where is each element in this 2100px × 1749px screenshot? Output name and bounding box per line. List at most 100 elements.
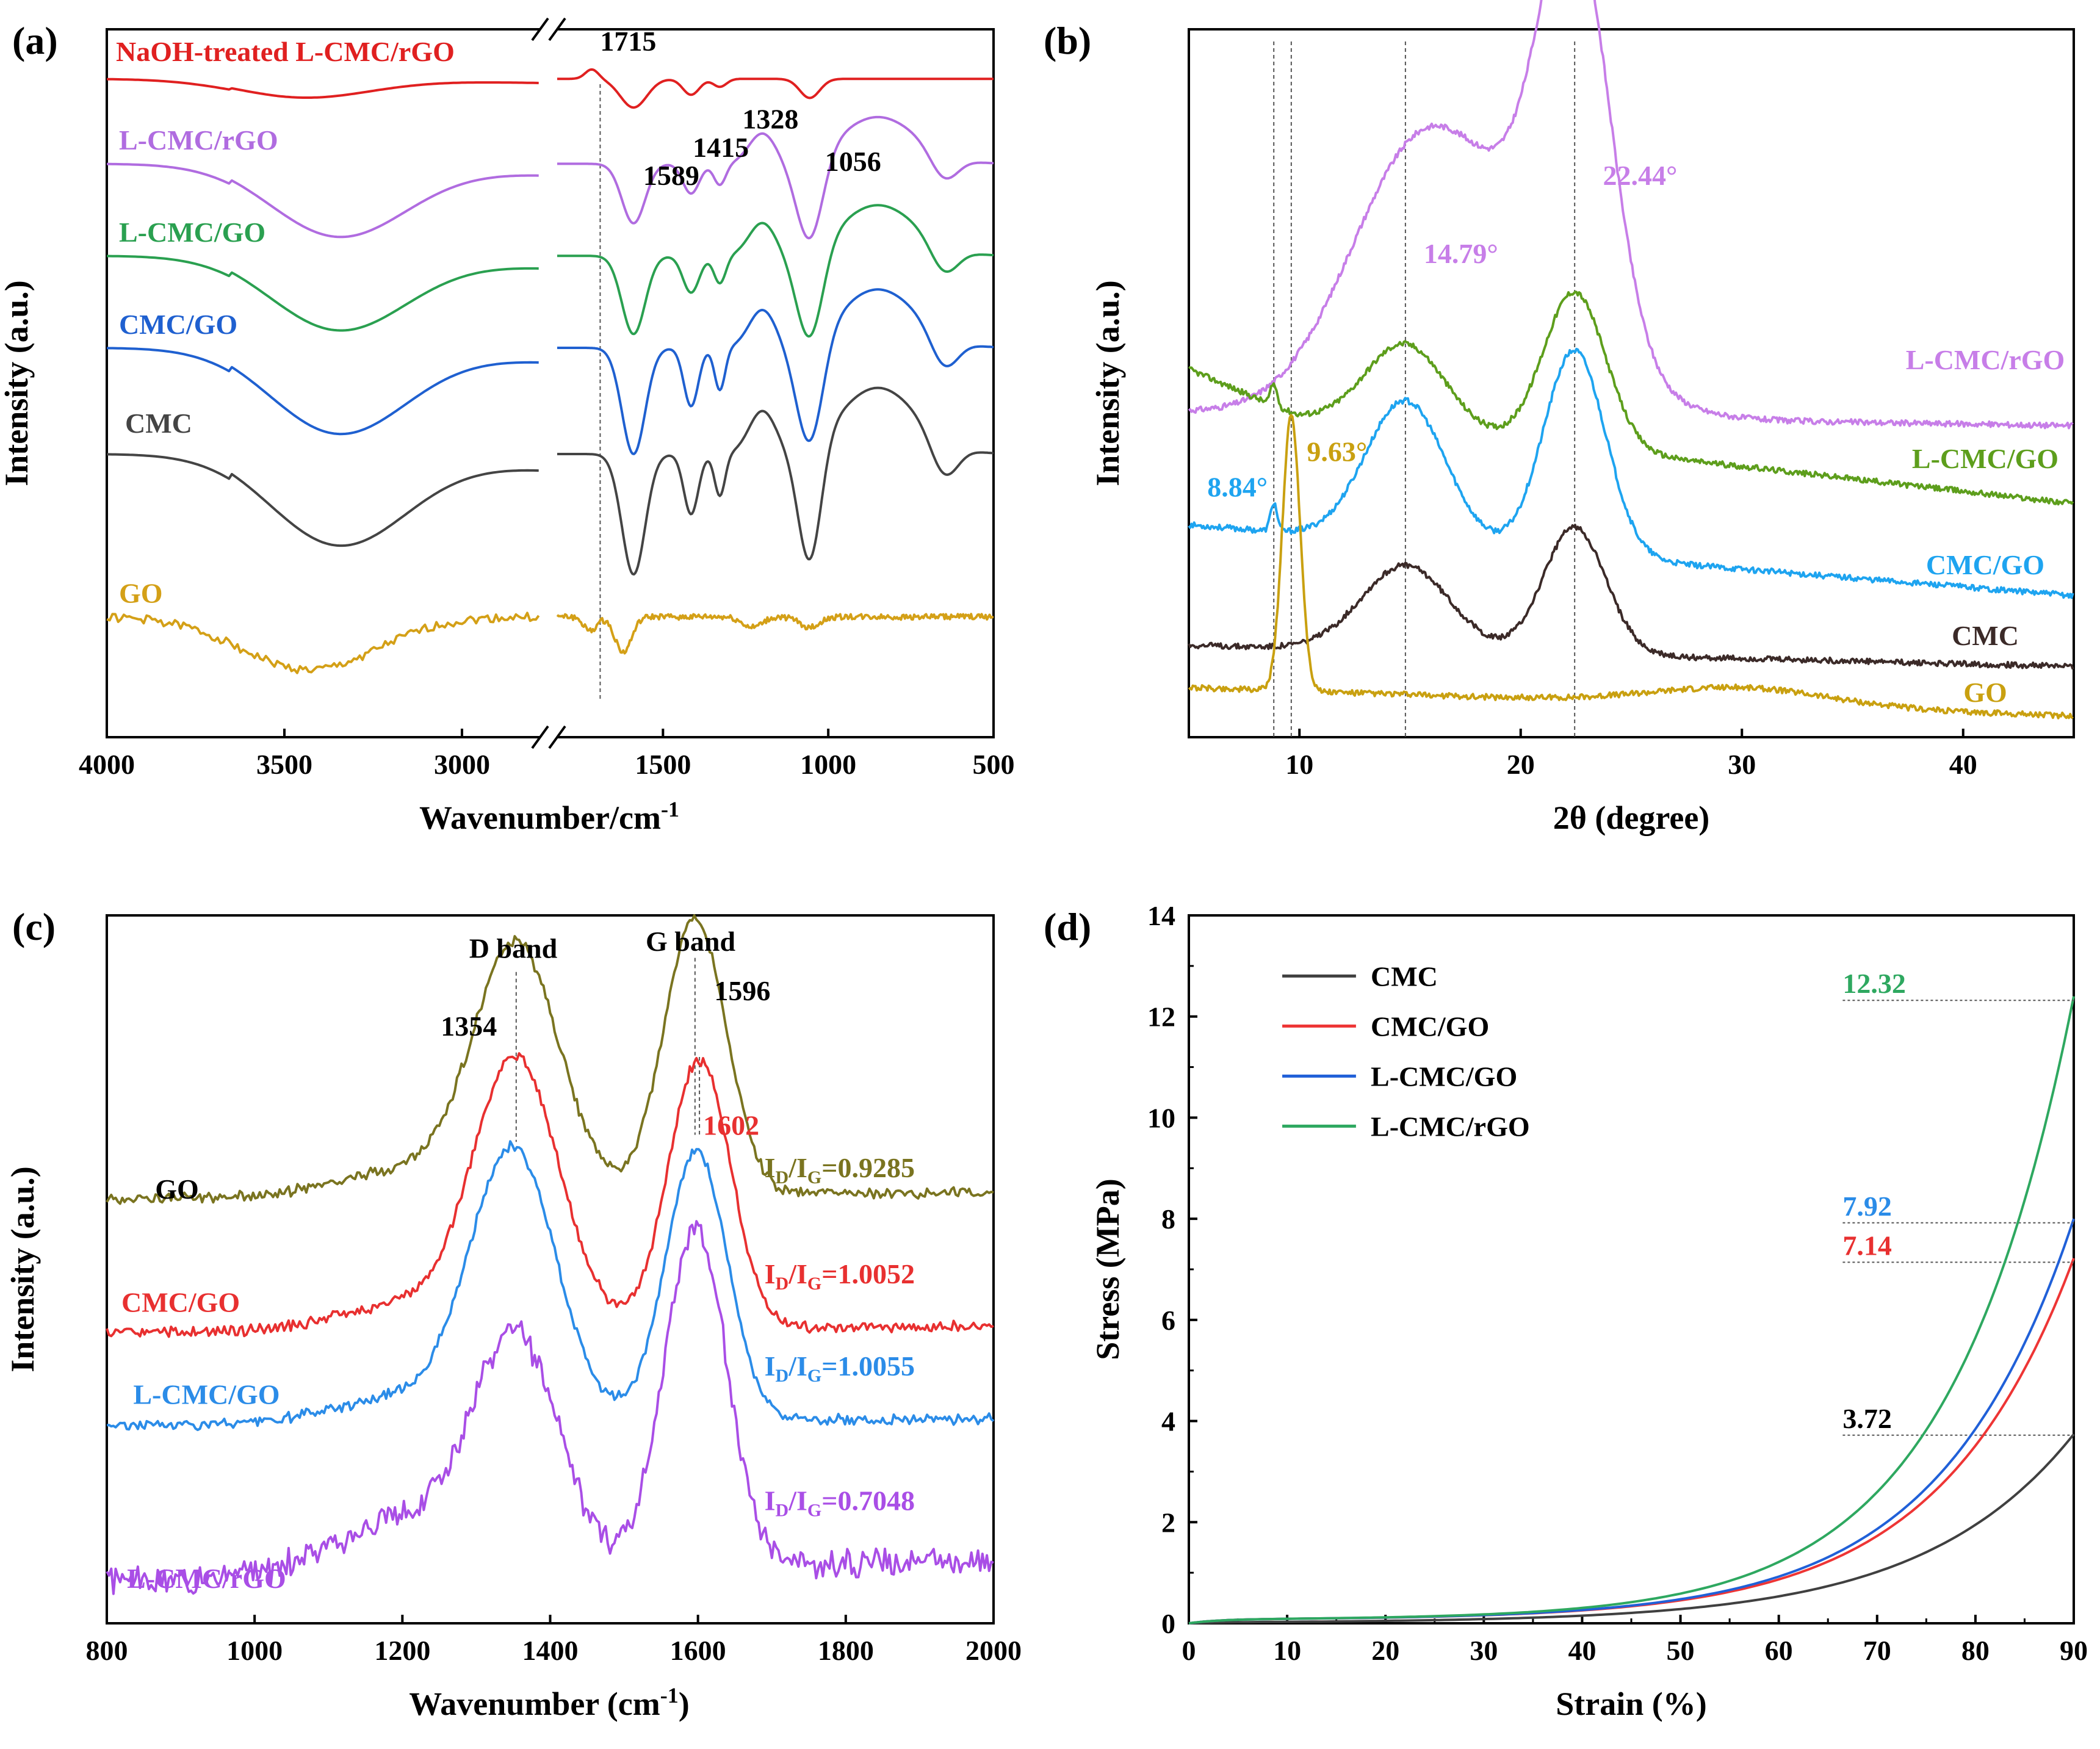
x-tick-label: 1600 (670, 1635, 726, 1666)
x-tick-label: 1000 (800, 749, 856, 780)
x-tick-label: 800 (86, 1635, 128, 1666)
legend-entry: L-CMC/rGO (1371, 1111, 1530, 1142)
x-axis-label: Wavenumber (cm-1) (409, 1683, 689, 1722)
panel-d-label: (d) (1044, 905, 1091, 948)
peak-annotation: 8.84° (1207, 472, 1268, 503)
x-tick-label: 4000 (79, 749, 135, 780)
series-line (557, 288, 994, 455)
x-axis-label: Wavenumber/cm-1 (419, 797, 679, 836)
series-line (106, 254, 539, 332)
series-line (106, 1052, 994, 1338)
x-tick-label: 40 (1949, 749, 1977, 780)
series-line (1188, 347, 2074, 599)
series-line (557, 386, 994, 576)
peak-annotation: 1415 (693, 132, 749, 163)
series-label: NaOH-treated L-CMC/rGO (116, 36, 455, 67)
x-tick-label: 80 (1961, 1635, 1990, 1666)
legend-entry: CMC (1371, 961, 1438, 992)
x-tick-label: 0 (1182, 1635, 1196, 1666)
x-tick-label: 10 (1273, 1635, 1301, 1666)
peak-annotation: 1596 (714, 975, 770, 1006)
series-line (107, 78, 539, 99)
series-label: L-CMC/rGO (119, 124, 278, 156)
axis-break-mark (531, 17, 549, 41)
series-label: GO (119, 578, 163, 609)
panel-b-label: (b) (1044, 19, 1091, 62)
y-tick-label: 12 (1147, 1001, 1175, 1033)
ratio-label: ID/IG=1.0055 (765, 1351, 915, 1386)
series-line (106, 347, 539, 436)
series-line (106, 611, 540, 674)
series-line (557, 115, 994, 240)
x-axis-label: 2θ (degree) (1553, 799, 1710, 836)
x-tick-label: 20 (1371, 1635, 1399, 1666)
y-tick-label: 4 (1161, 1406, 1175, 1437)
max-stress-label: 7.92 (1842, 1191, 1892, 1222)
peak-annotation: L-CMC/rGO (1906, 344, 2065, 375)
series-line (106, 914, 994, 1205)
series-line (106, 1220, 994, 1595)
x-tick-label: 2000 (965, 1635, 1022, 1666)
series-label: CMC/GO (119, 309, 237, 340)
series-line (1188, 524, 2074, 670)
peak-annotation: D band (469, 933, 558, 964)
panel-d-frame (1188, 914, 2075, 1625)
peak-annotation: 14.79° (1424, 238, 1498, 269)
legend-entry: L-CMC/GO (1371, 1061, 1517, 1092)
peak-annotation: 1589 (643, 160, 699, 191)
series-line (1188, 414, 2074, 719)
peak-annotation: 1602 (703, 1110, 759, 1141)
max-stress-label: 12.32 (1842, 968, 1906, 999)
axis-break-mark (548, 17, 566, 41)
peak-annotation: 1715 (600, 26, 656, 57)
peak-annotation: L-CMC/GO (133, 1379, 280, 1410)
x-tick-label: 3500 (256, 749, 312, 780)
x-tick-label: 1800 (818, 1635, 874, 1666)
series-line (557, 68, 994, 109)
series-line (106, 453, 539, 547)
x-tick-label: 10 (1285, 749, 1313, 780)
peak-annotation: GO (1963, 677, 2007, 708)
axis-break-gap (541, 17, 557, 41)
x-tick-label: 40 (1568, 1635, 1596, 1666)
x-tick-label: 20 (1507, 749, 1535, 780)
axis-break-gap (541, 725, 557, 749)
series-line (1188, 0, 2074, 430)
series-line (106, 162, 539, 239)
panel-c-label: (c) (12, 905, 56, 948)
y-tick-label: 0 (1161, 1608, 1175, 1639)
x-tick-label: 30 (1728, 749, 1756, 780)
series-line (106, 1140, 995, 1432)
peak-annotation: 1328 (742, 103, 798, 134)
series-line (1188, 1218, 2075, 1625)
series-line (1188, 1433, 2075, 1625)
y-axis-label: Intensity (a.u.) (0, 280, 35, 486)
x-tick-label: 30 (1470, 1635, 1498, 1666)
x-tick-label: 60 (1765, 1635, 1793, 1666)
peak-annotation: CMC/GO (1926, 549, 2044, 580)
peak-annotation: G band (646, 926, 735, 957)
ratio-label: ID/IG=1.0052 (765, 1258, 915, 1294)
peak-annotation: GO (155, 1174, 199, 1205)
panel-b-frame (1188, 28, 2075, 738)
y-axis-label: Intensity (a.u.) (1089, 280, 1126, 486)
y-tick-label: 2 (1161, 1507, 1175, 1538)
peak-annotation: 1354 (441, 1011, 497, 1042)
x-tick-label: 70 (1863, 1635, 1891, 1666)
x-tick-label: 1200 (374, 1635, 430, 1666)
x-axis-label: Strain (%) (1556, 1686, 1706, 1722)
y-axis-label: Intensity (a.u.) (4, 1166, 41, 1372)
y-tick-label: 6 (1161, 1305, 1175, 1336)
ratio-label: ID/IG=0.7048 (765, 1485, 915, 1520)
peak-annotation: L-CMC/rGO (127, 1563, 286, 1594)
axis-break-mark (531, 725, 549, 749)
series-line (1188, 290, 2074, 506)
peak-annotation: 22.44° (1603, 160, 1678, 191)
peak-annotation: CMC/GO (121, 1287, 240, 1318)
legend-entry: CMC/GO (1371, 1011, 1489, 1042)
x-tick-label: 500 (973, 749, 1015, 780)
x-tick-label: 3000 (434, 749, 490, 780)
ratio-label: ID/IG=0.9285 (765, 1152, 915, 1188)
x-tick-label: 90 (2060, 1635, 2088, 1666)
